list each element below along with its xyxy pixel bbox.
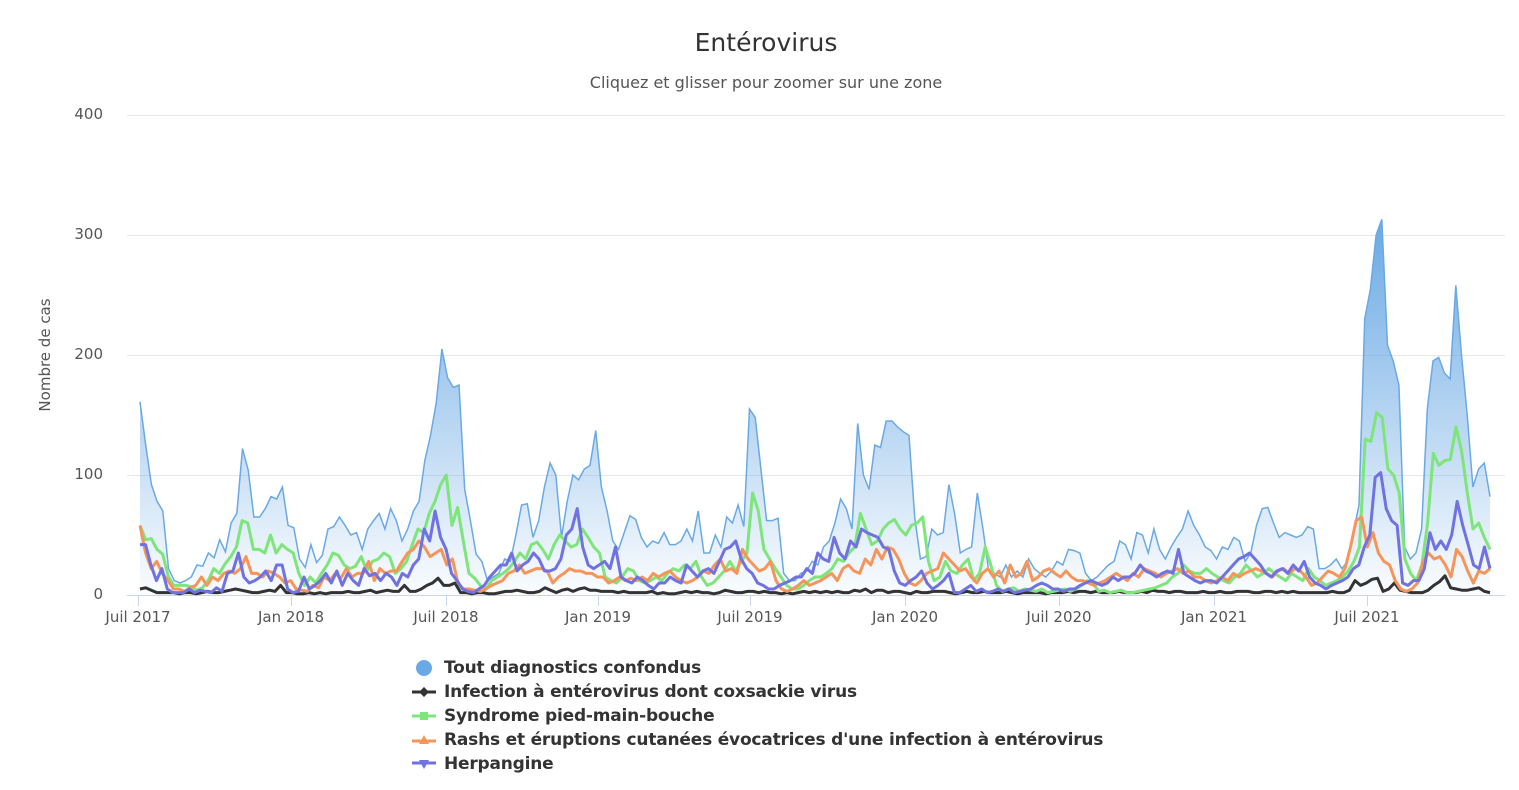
chart-title: Entérovirus: [694, 28, 838, 57]
legend-item-pied-main-bouche[interactable]: Syndrome pied-main-bouche: [412, 704, 1103, 728]
legend-label: Herpangine: [444, 754, 554, 774]
x-tick-marks: [138, 596, 1368, 606]
x-tick-jan-2021: Jan 2021: [1180, 608, 1248, 626]
y-tick-200: 200: [74, 345, 103, 363]
x-tick-juil-2021: Juil 2021: [1334, 608, 1400, 626]
series-0[interactable]: [139, 219, 1491, 595]
x-tick-jan-2018: Jan 2018: [257, 608, 325, 626]
series-layer: [138, 219, 1492, 596]
x-tick-juil-2017: Juil 2017: [105, 608, 171, 626]
x-tick-juil-2018: Juil 2018: [413, 608, 479, 626]
legend-item-total[interactable]: Tout diagnostics confondus: [412, 656, 1103, 680]
legend-item-herpangine[interactable]: Herpangine: [412, 752, 1103, 776]
x-tick-juil-2019: Juil 2019: [717, 608, 783, 626]
gridlines: [127, 115, 1505, 596]
legend-item-rashs[interactable]: Rashs et éruptions cutanées évocatrices …: [412, 728, 1103, 752]
circle-icon: [412, 660, 436, 676]
y-tick-0: 0: [93, 585, 103, 603]
x-tick-jan-2020: Jan 2020: [871, 608, 939, 626]
y-tick-300: 300: [74, 225, 103, 243]
y-tick-400: 400: [74, 105, 103, 123]
y-tick-100: 100: [74, 465, 103, 483]
legend-label: Infection à entérovirus dont coxsackie v…: [444, 682, 857, 702]
legend-label: Rashs et éruptions cutanées évocatrices …: [444, 730, 1104, 750]
series-4[interactable]: [140, 471, 1492, 595]
legend-label: Syndrome pied-main-bouche: [444, 706, 715, 726]
triangle-icon: [412, 732, 436, 748]
x-tick-juil-2020: Juil 2020: [1026, 608, 1092, 626]
diamond-icon: [412, 684, 436, 700]
legend: Tout diagnostics confondus Infection à e…: [412, 656, 1103, 776]
legend-item-infection-enterovirus[interactable]: Infection à entérovirus dont coxsackie v…: [412, 680, 1103, 704]
legend-label: Tout diagnostics confondus: [444, 658, 701, 678]
series-1[interactable]: [139, 574, 1491, 596]
square-icon: [412, 708, 436, 724]
x-tick-jan-2019: Jan 2019: [564, 608, 632, 626]
plot-area[interactable]: [0, 0, 1519, 640]
triangle-down-icon: [412, 756, 436, 772]
chart-subtitle: Cliquez et glisser pour zoomer sur une z…: [589, 73, 943, 92]
